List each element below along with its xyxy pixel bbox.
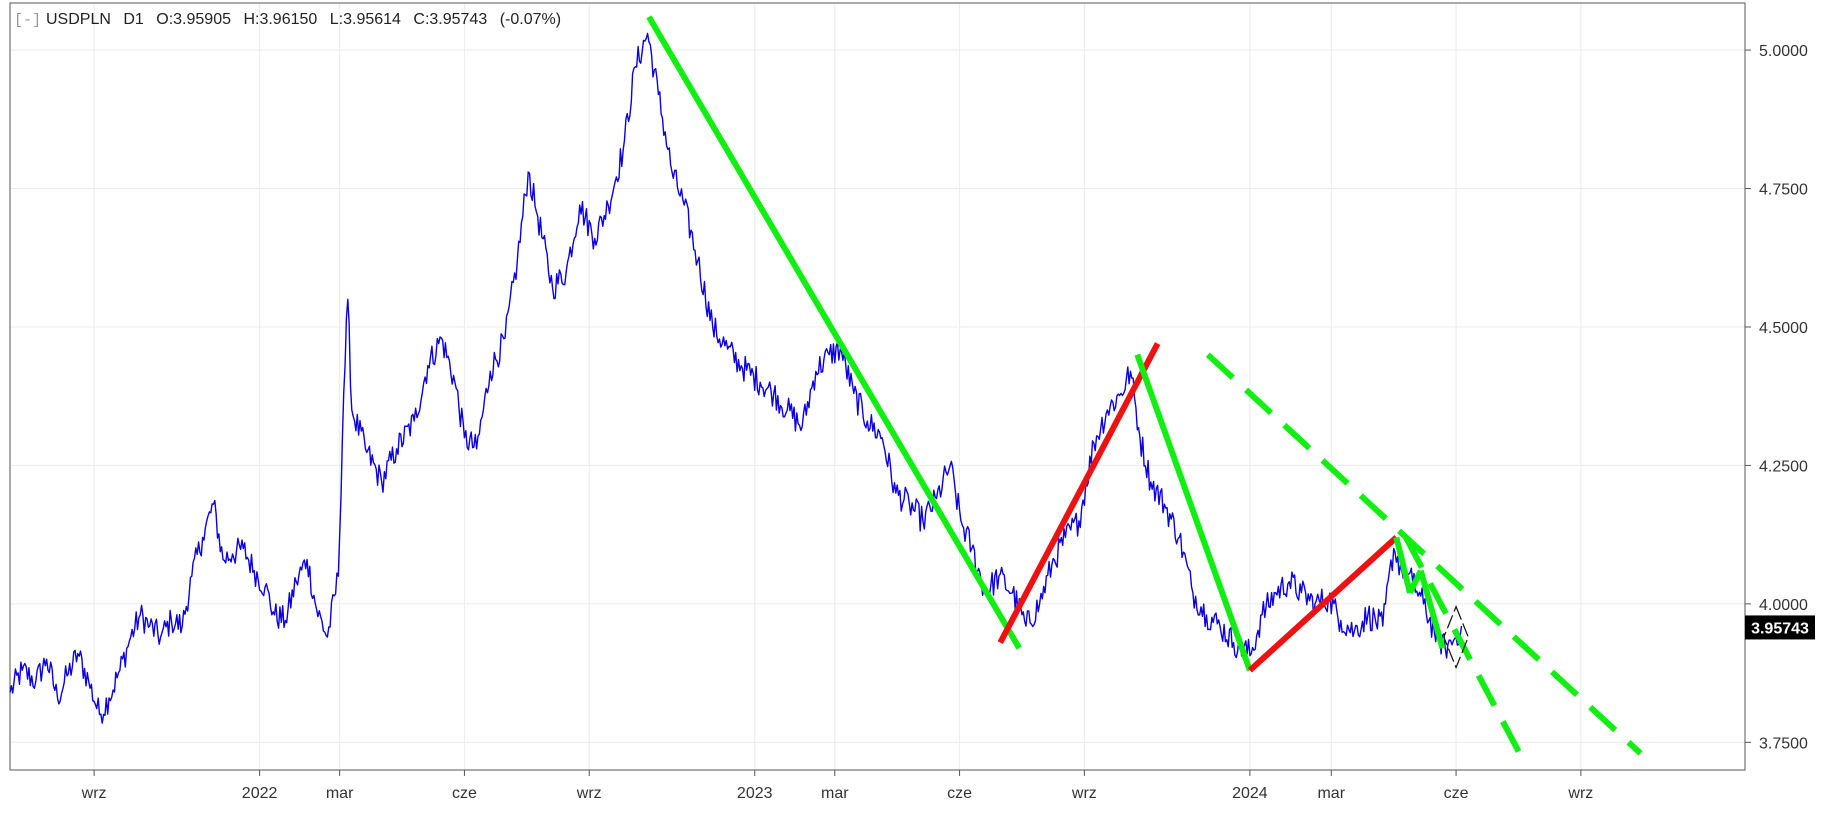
y-tick-label: 4.2500	[1759, 458, 1808, 475]
price-series	[9, 32, 1463, 724]
grid	[10, 3, 1745, 770]
header-low: L:3.95614	[330, 11, 401, 28]
y-tick-label: 4.5000	[1759, 320, 1808, 337]
annotations[interactable]	[1443, 605, 1469, 670]
x-tick-label: 2024	[1232, 785, 1268, 802]
collapse-toggle[interactable]: [-]	[14, 12, 41, 29]
y-tick-label: 4.0000	[1759, 597, 1808, 614]
header-change: (-0.07%)	[500, 11, 561, 28]
dashed-trendline[interactable]	[1205, 352, 1643, 756]
trendline[interactable]	[646, 15, 1022, 650]
y-tick-label: 3.7500	[1759, 735, 1808, 752]
diamond-marker[interactable]	[1443, 605, 1469, 670]
y-tick-label: 5.0000	[1759, 43, 1808, 60]
header-high: H:3.96150	[243, 11, 317, 28]
x-tick-label: mar	[326, 785, 354, 802]
trendline[interactable]	[997, 342, 1161, 645]
last-price-marker: 3.95743	[1745, 615, 1815, 640]
x-tick-label: wrz	[1567, 785, 1593, 802]
header-line: USDPLN D1 O:3.95905 H:3.96150 L:3.95614 …	[46, 11, 561, 28]
x-tick-label: mar	[821, 785, 849, 802]
x-tick-label: cze	[947, 785, 972, 802]
header-open: O:3.95905	[156, 11, 231, 28]
trendline[interactable]	[1417, 569, 1446, 649]
x-tick-label: wrz	[576, 785, 602, 802]
y-axis: 3.7500 4.0000 4.2500 4.5000 4.7500 5.0000	[1745, 43, 1808, 752]
plot-frame	[9, 2, 1746, 771]
x-tick-label: mar	[1317, 785, 1345, 802]
header-symbol: USDPLN	[46, 11, 111, 28]
last-price-label: 3.95743	[1751, 620, 1809, 637]
x-tick-label: wrz	[81, 785, 107, 802]
trendline[interactable]	[1134, 353, 1253, 672]
header-timeframe: D1	[123, 11, 144, 28]
x-tick-label: 2023	[737, 785, 773, 802]
trendline[interactable]	[1393, 536, 1413, 594]
header-close: C:3.95743	[413, 11, 487, 28]
y-tick-label: 4.7500	[1759, 182, 1808, 199]
chart-header: [-] USDPLN D1 O:3.95905 H:3.96150 L:3.95…	[14, 11, 561, 29]
x-tick-label: cze	[452, 785, 477, 802]
last-price-badge	[1745, 615, 1815, 640]
x-tick-label: 2022	[242, 785, 278, 802]
x-tick-label: cze	[1444, 785, 1469, 802]
price-line	[9, 32, 1463, 724]
x-tick-label: wrz	[1071, 785, 1097, 802]
trendline[interactable]	[1247, 535, 1399, 673]
x-axis: wrz 2022 mar cze wrz 2023 mar cze wrz 2024 mar cze w…	[81, 770, 1593, 802]
